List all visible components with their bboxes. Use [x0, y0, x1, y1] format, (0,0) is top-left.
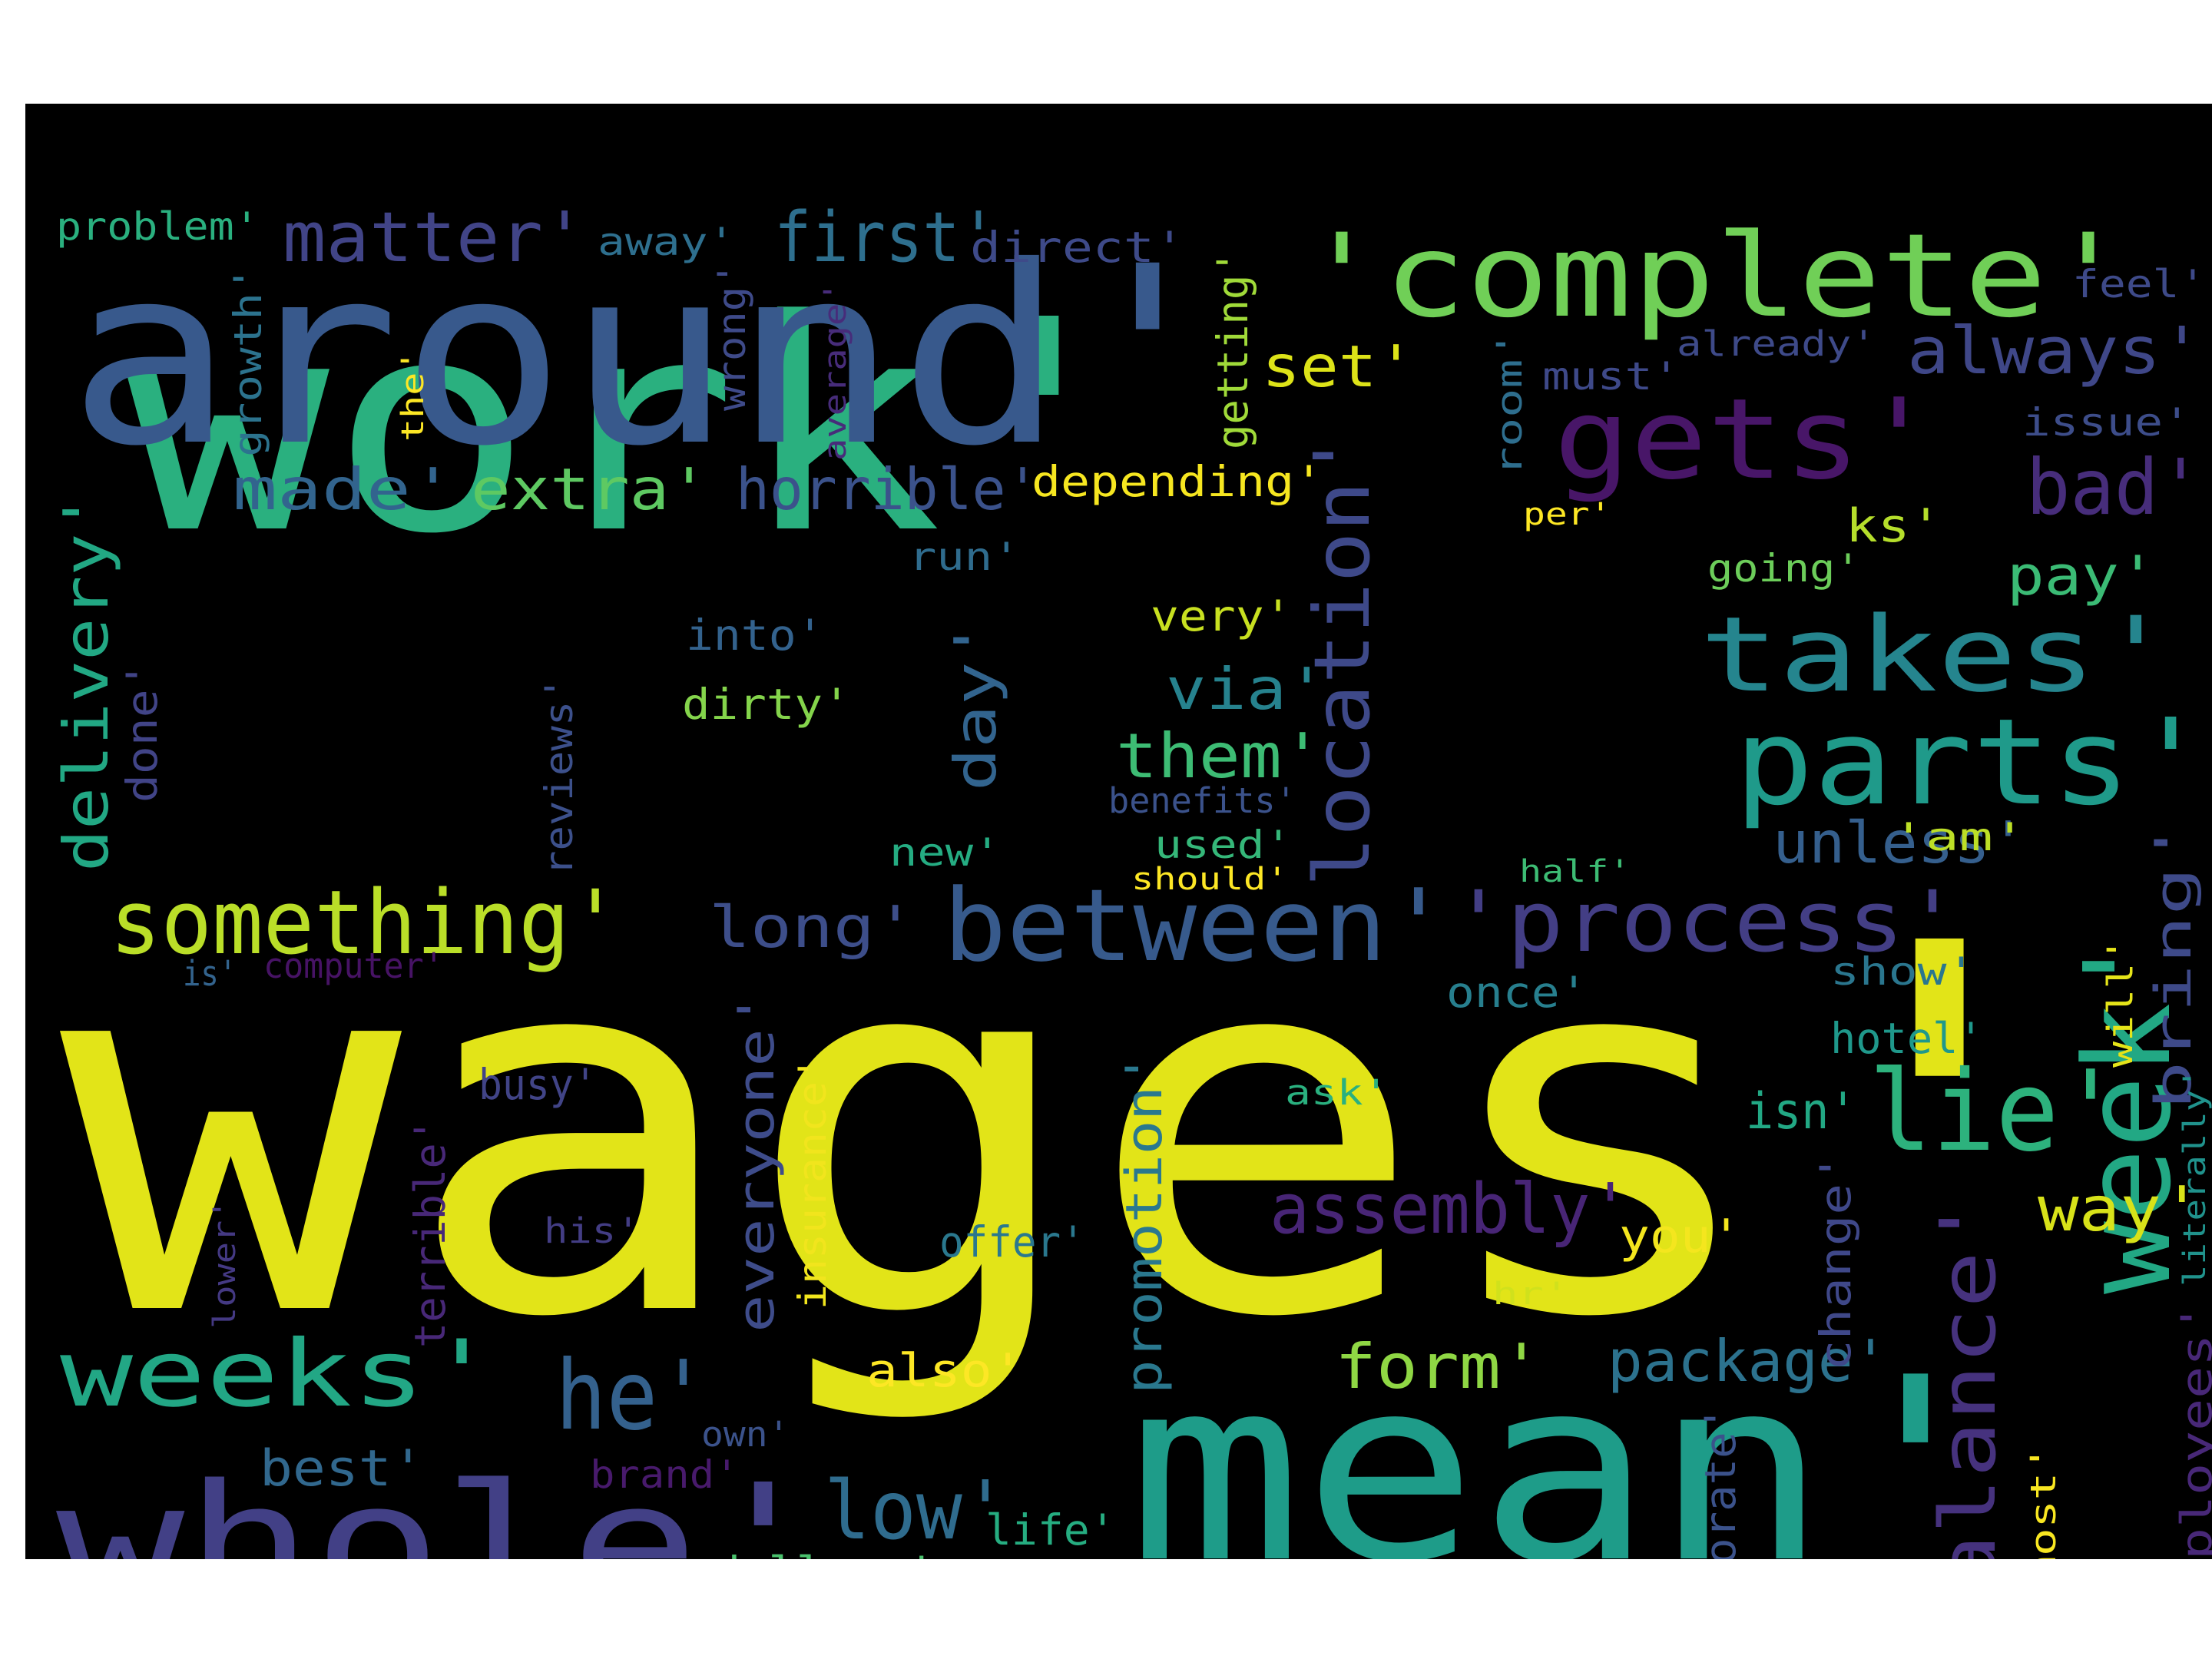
- word-he: he': [555, 1340, 709, 1452]
- word-cloud-canvas: work' wages' around' mean' whole' 'compl…: [25, 104, 2212, 1559]
- word-his: his': [544, 1210, 641, 1251]
- word-low: low': [824, 1464, 1008, 1558]
- word-unless: unless': [1773, 809, 2027, 876]
- word-made: made': [233, 455, 455, 523]
- word-something: something': [110, 872, 621, 975]
- word-set: set': [1262, 333, 1416, 400]
- word-feel: feel': [2072, 262, 2207, 306]
- word-reviews: reviews': [537, 676, 581, 876]
- word-change: change': [1811, 1152, 1860, 1371]
- word-depending: depending': [1031, 457, 1324, 506]
- word-process: 'process': [1450, 873, 1962, 971]
- word-corporate: corporate': [1696, 1405, 1745, 1559]
- word-gets: gets': [1554, 375, 1938, 505]
- word-form: form': [1335, 1331, 1542, 1402]
- word-ask: ask': [1285, 1072, 1389, 1113]
- word-isn: isn': [1746, 1083, 1857, 1141]
- word-horrible: horrible': [736, 455, 1040, 523]
- word-getting: getting': [1208, 250, 1257, 449]
- word-done: done': [118, 661, 167, 803]
- word-busy: busy': [478, 1060, 598, 1109]
- word-hotel: hotel': [1830, 1014, 1984, 1063]
- word-dollars: dollars': [713, 1551, 935, 1560]
- word-wrong: wrong': [710, 261, 754, 411]
- word-you: you': [1619, 1210, 1742, 1263]
- word-weeks: weeks': [60, 1321, 498, 1428]
- word-extra: extra': [471, 455, 709, 523]
- word-bring: bring': [2145, 818, 2203, 1110]
- word-is: is': [183, 953, 237, 994]
- word-long: long': [709, 893, 916, 961]
- word-into: into': [686, 611, 824, 660]
- word-day: day': [942, 618, 1009, 791]
- word-dirty: dirty': [682, 680, 851, 729]
- word-terrible: terrible': [406, 1117, 455, 1348]
- word-already: already': [1677, 323, 1876, 364]
- word-work: work': [125, 257, 1147, 598]
- word-must: must': [1542, 354, 1681, 399]
- word-matter: matter': [283, 197, 587, 278]
- word-am: 'am': [1892, 815, 2027, 859]
- word-around: around': [68, 214, 1231, 500]
- word-will: will': [2100, 936, 2141, 1068]
- word-growth: growth': [226, 265, 270, 457]
- word-takes: takes': [1700, 594, 2176, 715]
- word-should: should': [1131, 862, 1289, 897]
- word-the: the': [396, 349, 431, 442]
- word-whole: whole': [56, 1449, 828, 1560]
- word-lie: lie': [1869, 1047, 2123, 1177]
- word-pay: pay': [2007, 545, 2157, 608]
- word-insurance: insurance': [790, 1055, 835, 1310]
- word-show: show': [1830, 949, 1976, 994]
- word-benefits: benefits': [1108, 780, 1296, 821]
- word-issue: issue': [2022, 400, 2191, 445]
- word-package: package': [1608, 1327, 1889, 1395]
- word-new: new': [889, 830, 1002, 875]
- word-run: run': [909, 535, 1021, 579]
- word-brand: brand': [590, 1452, 740, 1497]
- word-direct: direct': [970, 223, 1185, 272]
- word-once: once': [1446, 968, 1588, 1017]
- word-promotion: promotion': [1116, 1051, 1174, 1394]
- word-best: best': [260, 1440, 425, 1498]
- word-life: life': [985, 1505, 1116, 1555]
- word-bad: bad': [2026, 442, 2203, 532]
- word-almost: almost': [2023, 1444, 2064, 1559]
- word-ks: ks': [1846, 499, 1942, 553]
- word-way: way': [2038, 1174, 2203, 1245]
- word-first: first': [774, 197, 998, 278]
- word-lower: lower': [207, 1198, 243, 1329]
- word-complete: 'complete': [1300, 210, 2131, 343]
- word-room: room': [1489, 329, 1530, 476]
- word-problem: problem': [56, 204, 260, 249]
- word-balance: balance': [1923, 1194, 2013, 1559]
- word-own: own': [701, 1414, 790, 1455]
- word-also: also': [866, 1344, 1024, 1398]
- word-going: going': [1707, 546, 1861, 591]
- word-between: between': [943, 867, 1451, 984]
- word-used: used': [1154, 823, 1293, 867]
- word-employees: employees': [2172, 1301, 2212, 1559]
- word-away: away': [598, 220, 736, 264]
- word-offer: offer': [939, 1217, 1085, 1267]
- word-literally: literally': [2177, 1068, 2212, 1286]
- word-everyone: everyone': [728, 990, 786, 1333]
- word-per: per': [1523, 497, 1612, 532]
- word-very: very': [1151, 591, 1293, 641]
- word-average: average': [818, 280, 853, 461]
- word-half: half': [1519, 854, 1631, 889]
- word-always: always': [1907, 313, 2204, 389]
- word-mean: mean': [1128, 1323, 2004, 1559]
- word-delivery: delivery': [51, 491, 122, 872]
- word-hr: hr': [1492, 1277, 1570, 1312]
- word-via: via': [1166, 655, 1327, 723]
- word-them: them': [1116, 720, 1323, 792]
- word-wages: wages': [60, 837, 2111, 1428]
- word-parts: parts': [1734, 693, 2210, 832]
- word-computer: computer': [263, 945, 444, 986]
- word-assembly: assembly': [1270, 1169, 1631, 1250]
